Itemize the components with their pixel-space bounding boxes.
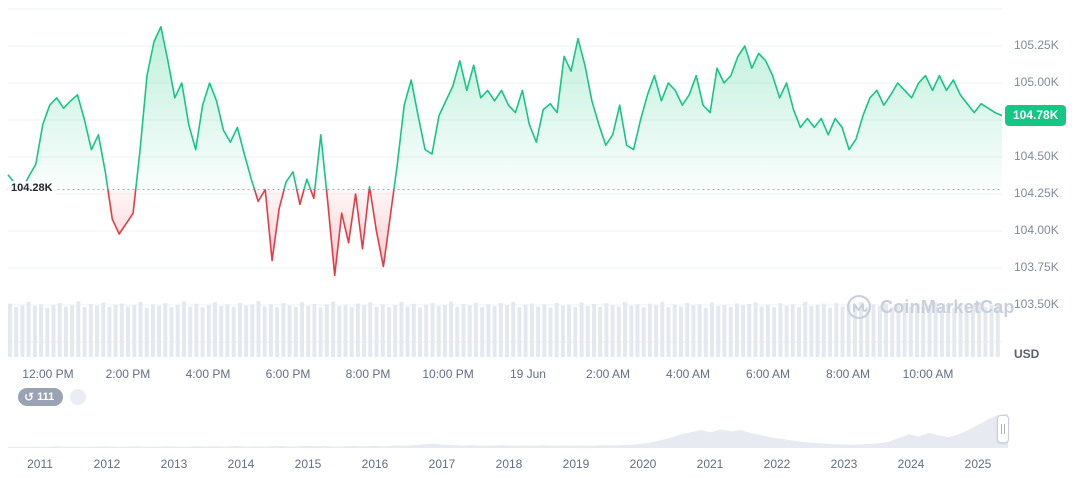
volume-bars (8, 301, 1000, 357)
x-axis-label: 19 Jun (509, 367, 546, 381)
y-axis-label: 104.50K (1014, 149, 1059, 163)
x-axis-label: 4:00 PM (185, 367, 231, 381)
x-axis-label: 4:00 AM (665, 367, 710, 381)
secondary-control-button[interactable] (70, 389, 86, 405)
year-label: 2022 (763, 457, 791, 471)
x-axis-label: 2:00 PM (105, 367, 151, 381)
year-label: 2024 (897, 457, 925, 471)
year-label: 2018 (495, 457, 523, 471)
y-axis-label: 103.50K (1014, 297, 1059, 311)
history-badge[interactable]: ↺ 111 (18, 388, 64, 406)
y-axis-label: 105.25K (1014, 38, 1059, 52)
x-axis-label: 10:00 AM (902, 367, 954, 381)
year-label: 2015 (294, 457, 322, 471)
year-label: 2012 (93, 457, 121, 471)
year-label: 2013 (160, 457, 188, 471)
y-axis-label: 104.00K (1014, 223, 1059, 237)
history-clock-icon: ↺ (24, 390, 35, 404)
main-chart[interactable]: 104.28K CoinMarketCap 105.25K 105.00K 104.… (0, 0, 1072, 361)
watermark-text: CoinMarketCap (880, 296, 1015, 317)
x-axis-label: 12:00 PM (22, 367, 74, 381)
x-axis-label: 2:00 AM (585, 367, 630, 381)
y-axis-label: 104.25K (1014, 186, 1059, 200)
year-label: 2020 (629, 457, 657, 471)
timeline-chart-svg[interactable] (0, 408, 1010, 450)
year-label: 2014 (227, 457, 255, 471)
history-count: 111 (37, 391, 55, 403)
year-label: 2016 (361, 457, 389, 471)
price-line-green (7, 26, 1003, 190)
timeline-handle[interactable] (997, 415, 1009, 443)
time-axis: 12:00 PM 2:00 PM 4:00 PM 6:00 PM 8:00 PM 10:0… (0, 360, 1072, 386)
year-label: 2011 (27, 457, 53, 471)
year-label: 2017 (428, 457, 456, 471)
price-chart-svg[interactable] (0, 0, 1010, 360)
baseline-price-label: 104.28K (8, 180, 56, 195)
timeline-years: 2011 2012 2013 2014 2015 2016 2017 2018 2019 2020… (0, 450, 1072, 477)
coinmarketcap-watermark: CoinMarketCap (846, 294, 1015, 320)
x-axis-label: 6:00 AM (745, 367, 791, 381)
timeline-scrubber[interactable] (0, 408, 1072, 450)
x-axis-label: 10:00 PM (422, 367, 474, 381)
year-label: 2019 (562, 457, 590, 471)
coinmarketcap-logo-icon (846, 294, 872, 320)
year-label: 2023 (830, 457, 858, 471)
year-label: 2025 (964, 457, 992, 471)
y-axis-label: 105.00K (1014, 75, 1059, 89)
price-area-green (8, 26, 1002, 190)
usd-label: USD (1014, 347, 1040, 361)
timeline-area (8, 413, 1008, 448)
x-axis-label: 8:00 AM (826, 367, 871, 381)
year-label: 2021 (696, 457, 724, 471)
y-axis-label: 103.75K (1014, 260, 1059, 274)
x-axis-label: 8:00 PM (345, 367, 391, 381)
chart-controls: ↺ 111 (0, 386, 300, 408)
x-axis-label: 6:00 PM (265, 367, 311, 381)
current-price-badge: 104.78K (1005, 104, 1067, 126)
